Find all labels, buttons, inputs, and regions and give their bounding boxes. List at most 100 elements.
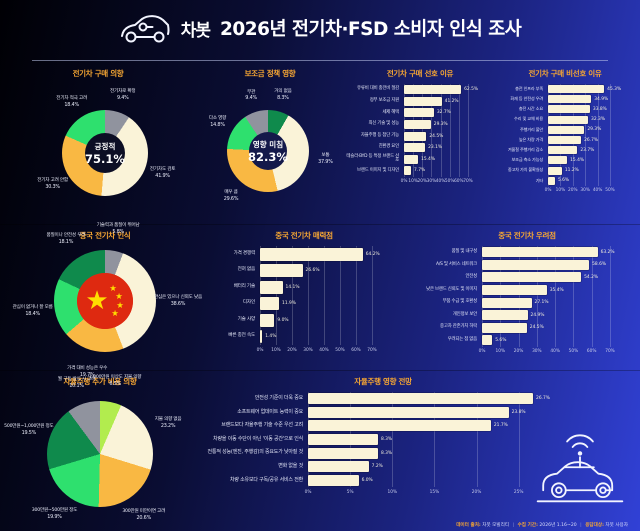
- grid-line: [585, 84, 587, 186]
- bar-label: 차량 소유보다 구독/공유 서비스 전환: [229, 476, 303, 483]
- donut-center: 영향 미침 82.3%: [248, 132, 288, 170]
- china-perception-pie: ★ ★ ★ ★ ★ 기술력과 품질이 뛰어남 5.8% 관심은 있으나 신뢰도 낮음…: [13, 223, 203, 378]
- axis-tick: 50%: [444, 179, 455, 185]
- axis-tick: 10%: [387, 489, 398, 495]
- axis-tick: 30%: [303, 347, 313, 353]
- axis-tick: 25%: [513, 489, 524, 495]
- bar-value: 24.9%: [530, 312, 545, 318]
- chart-title: 중국 전기차 우려점: [498, 231, 556, 240]
- bar-label: 충전 인프라 부족: [515, 85, 543, 91]
- bar-value: 8.3%: [380, 437, 393, 443]
- donut-center: 긍정적 75.1%: [85, 133, 125, 173]
- bar-row: 34.9%: [548, 94, 610, 104]
- bar-label: 안전성 기준이 더욱 중요: [254, 395, 303, 402]
- bar: [548, 136, 582, 145]
- x-axis: 0% 10% 20% 30% 40% 50%: [545, 186, 615, 195]
- china-attract-bar-chart: 가격 경쟁력 전혀 없음 배터리 기술 디자인 기술 사양 빠른 충전 속도 64.2% 26…: [210, 246, 398, 354]
- row-divider: [0, 224, 640, 225]
- bar-row: 6.0%: [308, 474, 544, 488]
- bar: [548, 125, 585, 134]
- bar-value: 26.7%: [536, 396, 550, 402]
- bar: [308, 447, 378, 459]
- bar: [404, 85, 462, 95]
- footer-source-label: 데이터 출처:: [456, 523, 481, 528]
- bar-row: 5.6%: [482, 334, 610, 347]
- bar-row: 23.8%: [308, 406, 544, 420]
- bar-row: 58.6%: [482, 259, 610, 272]
- bar-label: A/S 및 서비스 네트워크: [436, 261, 477, 267]
- bar-label: 전통적 성능(엔진, 주행감)의 중요도가 낮아질 것: [207, 449, 304, 456]
- bar: [482, 310, 528, 321]
- bar-label: 브랜드 이미지 및 디자인: [357, 167, 399, 173]
- bar-row: 26.6%: [260, 263, 372, 280]
- bar: [260, 247, 363, 261]
- bar-label: 변화 없을 것: [278, 463, 303, 470]
- bar-row: 24.5%: [404, 130, 468, 142]
- bar: [404, 166, 412, 176]
- bar-row: 1.4%: [260, 329, 372, 346]
- bar-value: 27.1%: [534, 300, 549, 306]
- bar-value: 15.4%: [570, 157, 585, 163]
- brand-logo: 차봇: [180, 20, 211, 41]
- bar-row: 15.4%: [548, 155, 610, 165]
- bar-plot: 26.7% 23.8% 21.7% 8.3% 8.3% 7.2% 6.0% 0% 5% 10% 15…: [304, 392, 570, 496]
- axis-tick: 20%: [417, 179, 428, 185]
- panel-purchase-intent: 전기차 구매 의향 긍정적 75.1% 전기차로 확정 9.4% 전기차도 검토 41…: [4, 64, 192, 222]
- bar-label: 세제 혜택: [382, 109, 399, 115]
- bar-label: 화재 등 안전성 우려: [510, 96, 543, 102]
- footer-separator: |: [512, 523, 515, 528]
- bar: [260, 280, 283, 294]
- bar-value: 26.7%: [584, 137, 599, 143]
- bar-label: 빠른 충전 속도: [228, 333, 255, 339]
- pie-slice-label: 관심은 있으나 신뢰도 낮음 38.6%: [153, 294, 203, 307]
- donut-center-label: 긍정적: [94, 141, 116, 151]
- pie-slice-label: 500만원~1,000만원 정도 19.5%: [4, 424, 54, 437]
- bar-label: 우려되는 점 없음: [447, 337, 477, 343]
- bar-row: 15.4%: [404, 154, 468, 166]
- footer-source-value: 차봇 모빌리티: [482, 523, 510, 528]
- bar: [308, 434, 378, 446]
- bar-value: 26.6%: [305, 268, 320, 274]
- bar: [548, 146, 578, 155]
- bar-row: 29.3%: [404, 119, 468, 131]
- bar-row: 24.9%: [482, 309, 610, 322]
- bar-value: 45.3%: [607, 86, 622, 92]
- bar-labels: 가격 경쟁력 전혀 없음 배터리 기술 디자인 기술 사양 빠른 충전 속도: [210, 246, 260, 354]
- bar-label: 겨울철 주행거리 감소: [507, 146, 543, 152]
- grid-line: [449, 84, 451, 177]
- bar: [482, 247, 598, 258]
- svg-text:★: ★: [109, 284, 117, 294]
- bar-row: 11.2%: [548, 166, 610, 176]
- bar: [308, 406, 509, 418]
- bar-label: 중고차 가치 불확실성: [507, 167, 543, 173]
- grid-line: [404, 84, 405, 177]
- bar-label: 최신 기술 및 성능: [368, 121, 400, 127]
- bar-label: 기타: [535, 177, 544, 183]
- bar-label: 소프트웨어 업데이트 능력이 중요: [237, 408, 303, 415]
- panel-china-perception: 중국 전기차 인식 ★ ★ ★ ★ ★ 기술력과 품질이 뛰어남 5.8% 관심은 …: [4, 223, 206, 378]
- bar-label: 테슬라·BYD 등 특정 브랜드 선호: [346, 153, 399, 164]
- grid-line: [482, 246, 483, 347]
- axis-tick: 30%: [532, 349, 542, 355]
- bar: [404, 96, 442, 106]
- bar-scale: 62.5% 41.2% 32.7% 29.3% 24.5% 23.1% 15.4% 7.7% 0…: [401, 84, 478, 186]
- axis-tick: 70%: [605, 349, 615, 355]
- bar-label: 기술 사양: [237, 316, 256, 322]
- panel-ev-avoid-reasons: 전기차 구매 비선호 이유 충전 인프라 부족 화재 등 안전성 우려 충전 시간 …: [494, 64, 636, 222]
- bar-value: 62.5%: [464, 87, 479, 93]
- bar-row: 29.3%: [548, 125, 610, 135]
- bar: [482, 297, 532, 308]
- pie-slice-label: 매우 큼 29.6%: [223, 189, 239, 202]
- donut-center-value: 82.3%: [248, 149, 288, 164]
- bar-label: 가격 경쟁력: [233, 250, 256, 256]
- bar-value: 11.2%: [564, 168, 579, 174]
- connected-car-illustration: [534, 428, 626, 516]
- grid-line: [476, 392, 478, 488]
- grid-line: [591, 246, 593, 347]
- bar: [548, 105, 590, 114]
- ev-avoid-bar-chart: 충전 인프라 부족 화재 등 안전성 우려 충전 시간 소요 수리 및 교체 비용 주행…: [494, 84, 636, 195]
- bar-labels: 충전 인프라 부족 화재 등 안전성 우려 충전 시간 소요 수리 및 교체 비용 주행…: [494, 84, 548, 195]
- axis-tick: 0%: [304, 489, 312, 495]
- ev-prefer-bar-chart: 유류비 대비 충전비 절감 정부 보조금 지원 세제 혜택 최신 기술 및 성능 자율주…: [346, 84, 494, 186]
- axis-tick: 50%: [335, 347, 345, 353]
